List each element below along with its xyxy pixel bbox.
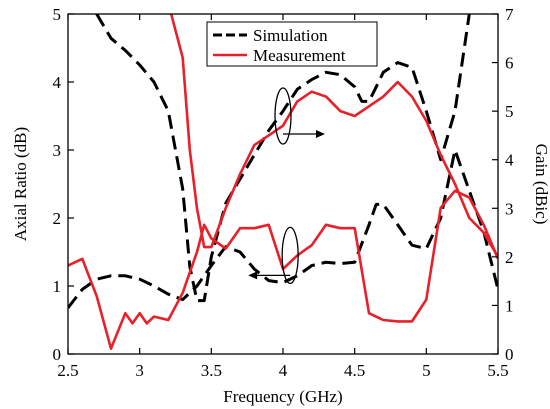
y-right-tick-label: 6 bbox=[505, 54, 514, 73]
annotation-left-axis bbox=[248, 226, 299, 285]
y-right-tick-label: 5 bbox=[505, 102, 514, 121]
series-line-measurement-axial-ratio bbox=[68, 189, 498, 350]
series-line-simulation-gain bbox=[95, 14, 471, 303]
x-tick-label: 5 bbox=[422, 361, 431, 380]
y-right-tick-label: 4 bbox=[505, 151, 514, 170]
y-left-tick-label: 5 bbox=[53, 5, 62, 24]
series-line-measurement-gain bbox=[169, 14, 498, 258]
series-layer bbox=[68, 14, 498, 350]
y-axis-label-left: Axial Ratio (dB) bbox=[11, 127, 30, 241]
y-right-tick-label: 3 bbox=[505, 199, 514, 218]
legend: Simulation Measurement bbox=[206, 21, 378, 67]
y-left-tick-label: 3 bbox=[53, 141, 62, 160]
x-tick-label: 3.5 bbox=[201, 361, 222, 380]
y-left-tick-label: 2 bbox=[53, 209, 62, 228]
y-left-tick-label: 4 bbox=[53, 73, 62, 92]
annotation-layer bbox=[248, 87, 325, 285]
x-tick-label: 3 bbox=[135, 361, 144, 380]
y-left-tick-label: 0 bbox=[53, 345, 62, 364]
x-tick-label: 4 bbox=[279, 361, 288, 380]
y-right-tick-label: 1 bbox=[505, 296, 514, 315]
y-left-tick-label: 1 bbox=[53, 277, 62, 296]
x-tick-label: 5.5 bbox=[487, 361, 508, 380]
x-tick-label: 4.5 bbox=[344, 361, 365, 380]
legend-label-measurement: Measurement bbox=[253, 46, 346, 65]
y-axis-label-right: Gain (dBic) bbox=[532, 144, 550, 225]
y-right-tick-label: 7 bbox=[505, 5, 514, 24]
legend-label-simulation: Simulation bbox=[253, 26, 328, 45]
x-tick-label: 2.5 bbox=[57, 361, 78, 380]
y-right-tick-label: 0 bbox=[505, 345, 514, 364]
annotation-right-axis bbox=[274, 87, 325, 145]
series-line-simulation-axial-ratio bbox=[68, 148, 498, 309]
y-right-tick-label: 2 bbox=[505, 248, 514, 267]
x-axis-label: Frequency (GHz) bbox=[223, 387, 342, 406]
legend-box bbox=[206, 21, 378, 67]
